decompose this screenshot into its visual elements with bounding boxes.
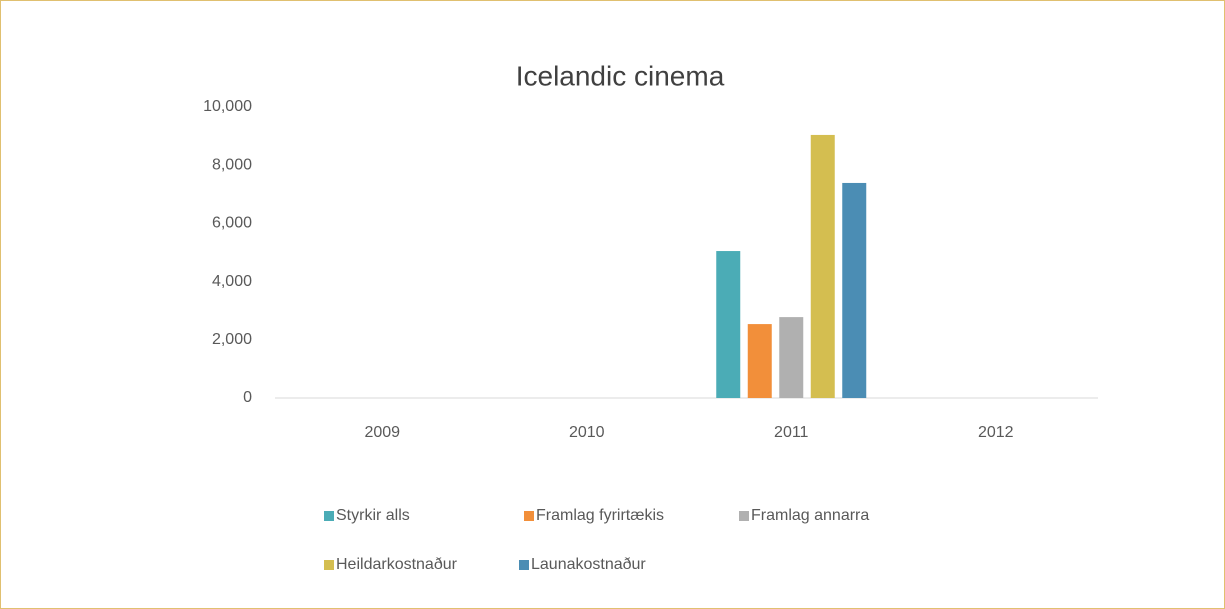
y-tick-label: 2,000: [212, 331, 252, 348]
bar: [716, 251, 741, 398]
x-tick-label: 2011: [774, 424, 809, 441]
legend-swatch: [519, 560, 529, 570]
x-tick-label: 2012: [978, 424, 1014, 441]
x-tick-label: 2009: [364, 424, 400, 441]
bar: [747, 324, 772, 398]
chart-title: Icelandic cinema: [516, 60, 725, 91]
legend-label: Styrkir alls: [336, 507, 410, 524]
bar: [842, 182, 867, 398]
y-tick-label: 10,000: [203, 98, 252, 115]
legend-label: Launakostnaður: [531, 556, 646, 573]
y-tick-label: 6,000: [212, 215, 252, 232]
legend-label: Heildarkostnaður: [336, 556, 458, 573]
bar: [779, 317, 804, 398]
legend-label: Framlag fyrirtækis: [536, 507, 664, 524]
legend-swatch: [739, 511, 749, 521]
y-tick-label: 8,000: [212, 156, 252, 173]
y-tick-label: 0: [243, 389, 252, 406]
legend-label: Framlag annarra: [751, 507, 869, 524]
y-tick-label: 4,000: [212, 273, 252, 290]
bar: [810, 134, 835, 398]
legend-swatch: [324, 511, 334, 521]
x-tick-label: 2010: [569, 424, 605, 441]
legend-swatch: [324, 560, 334, 570]
legend-swatch: [524, 511, 534, 521]
